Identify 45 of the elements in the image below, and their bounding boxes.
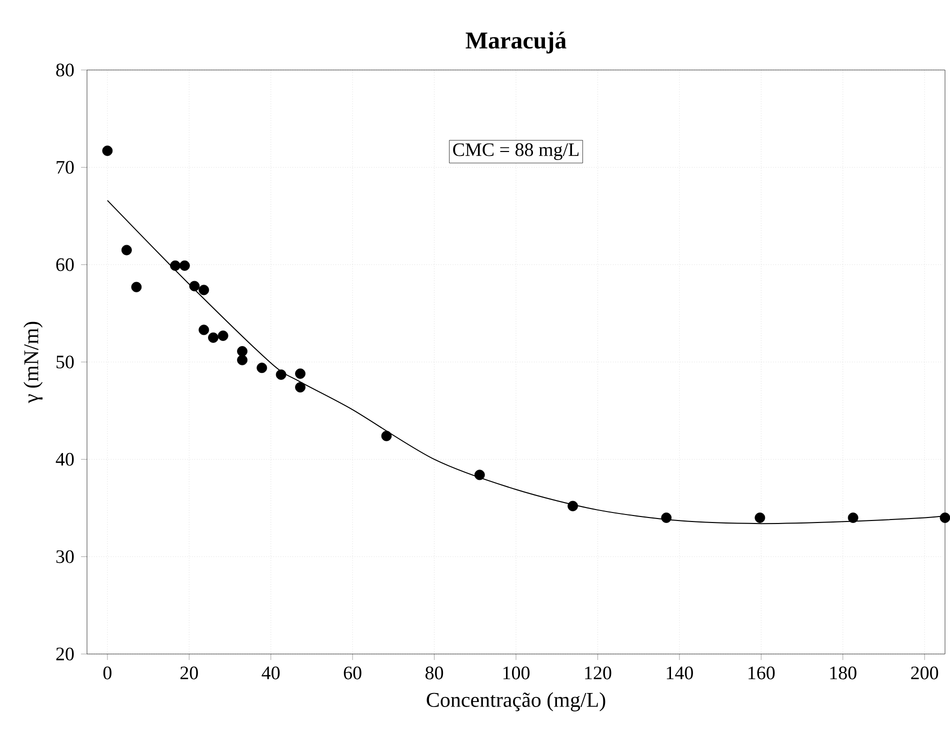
x-tick-label: 200 (911, 666, 938, 680)
point (237, 354, 248, 366)
chart-title: Maracujá (466, 32, 566, 54)
y-tick-label: 80 (56, 64, 74, 76)
y-axis-title: γ (mN/m) (24, 322, 43, 404)
y-tick-label: 60 (56, 258, 74, 272)
x-tick-label: 20 (180, 666, 198, 680)
x-tick-label: 180 (830, 666, 856, 680)
point (121, 244, 132, 256)
point (179, 260, 190, 271)
point (131, 282, 142, 292)
point (276, 369, 286, 380)
x-tick-label: 160 (748, 666, 775, 680)
point (661, 512, 672, 523)
x-tick-label: 100 (503, 666, 530, 680)
x-tick-label: 120 (585, 666, 612, 680)
point (102, 146, 113, 156)
x-tick-label: 80 (426, 666, 444, 680)
y-tick-label: 40 (56, 452, 74, 466)
point (754, 512, 766, 523)
point (218, 330, 228, 341)
y-tick-label: 70 (56, 160, 74, 174)
point (848, 512, 858, 523)
x-axis-title: Concentração (mg/L) (426, 692, 606, 712)
point (198, 284, 210, 296)
point (295, 382, 306, 393)
point (170, 260, 180, 271)
point (198, 324, 210, 336)
annotation: CMC = 88 mg/L (453, 143, 579, 160)
y-tick-label: 50 (56, 356, 74, 368)
y-tick-label: 30 (56, 550, 74, 564)
point (189, 280, 200, 292)
point (295, 368, 306, 379)
x-tick-label: 60 (344, 666, 362, 680)
x-tick-label: 0 (103, 666, 112, 680)
x-tick-label: 140 (666, 666, 693, 680)
point (237, 346, 248, 356)
point (256, 362, 268, 374)
x-tick-label: 40 (262, 666, 280, 680)
point (940, 512, 950, 523)
y-tick-label: 20 (56, 648, 74, 660)
point (474, 470, 485, 480)
point (381, 430, 392, 442)
point (568, 500, 578, 512)
point (208, 332, 218, 343)
